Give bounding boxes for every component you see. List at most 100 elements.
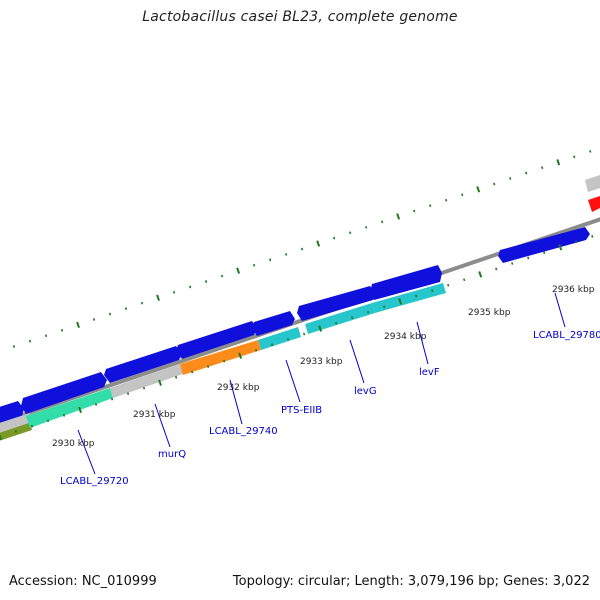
inner-tick-5 xyxy=(78,406,82,414)
inner-tick-29 xyxy=(463,278,466,282)
inner-tick-0 xyxy=(0,434,2,441)
outer-tick-10 xyxy=(156,294,160,301)
inner-tick-34 xyxy=(543,251,546,255)
inner-tick-33 xyxy=(527,256,530,260)
inner-tick-25 xyxy=(398,298,403,305)
leader-LCABL_29780 xyxy=(554,292,566,328)
inner-tick-19 xyxy=(302,332,306,336)
leader-LCABL_29740 xyxy=(229,379,243,425)
outer-tick-track xyxy=(12,150,592,348)
kbp-label-2931: 2931 kbp xyxy=(133,410,176,420)
inner-tick-9 xyxy=(142,386,146,390)
gene-arrow-gray-murQ xyxy=(110,364,183,398)
outer-tick-17 xyxy=(268,258,272,262)
leader-levG xyxy=(349,339,365,384)
inner-tick-22 xyxy=(351,316,354,320)
gene-label-murQ[interactable]: murQ xyxy=(158,449,186,460)
gene-arrow-blue-3 xyxy=(104,346,182,383)
outer-tick-7 xyxy=(108,312,112,316)
leader-PTS-EIIB xyxy=(285,359,301,403)
outer-tick-19 xyxy=(300,247,304,251)
outer-tick-36 xyxy=(573,155,576,159)
outer-tick-5 xyxy=(76,321,80,329)
outer-tick-12 xyxy=(188,285,192,289)
gene-label-levG[interactable]: levG xyxy=(354,386,377,397)
outer-tick-37 xyxy=(589,150,592,153)
inner-tick-track xyxy=(0,235,594,441)
outer-tick-21 xyxy=(333,236,336,240)
gene-arrow-gray-topright xyxy=(585,175,600,192)
inner-tick-37 xyxy=(591,235,594,238)
outer-tick-9 xyxy=(140,301,144,305)
outer-tick-22 xyxy=(349,231,352,235)
outer-tick-18 xyxy=(284,253,288,256)
kbp-label-2930: 2930 kbp xyxy=(52,439,95,449)
inner-tick-15 xyxy=(238,352,243,359)
gene-arrow-blue-5 xyxy=(252,311,295,336)
inner-tick-36 xyxy=(575,240,578,244)
kbp-label-2936: 2936 kbp xyxy=(552,285,595,295)
gene-arrow-red-topright xyxy=(588,196,600,212)
outer-tick-27 xyxy=(429,204,432,208)
kbp-label-2932: 2932 kbp xyxy=(217,383,260,393)
inner-tick-3 xyxy=(46,419,50,423)
inner-tick-28 xyxy=(447,283,450,287)
leader-murQ xyxy=(154,403,171,448)
gene-arrow-gray-left xyxy=(0,413,32,433)
inner-tick-20 xyxy=(318,325,323,332)
gene-arrow-blue-6 xyxy=(297,286,376,321)
leader-lines xyxy=(77,292,566,475)
gene-label-levF[interactable]: levF xyxy=(419,367,440,378)
accession-label: Accession: NC_010999 xyxy=(9,574,157,589)
inner-tick-26 xyxy=(415,294,418,298)
gene-label-LCABL_29780[interactable]: LCABL_29780 xyxy=(533,330,600,341)
inner-tick-23 xyxy=(367,310,370,314)
inner-tick-14 xyxy=(222,359,226,363)
genome-summary-label: Topology: circular; Length: 3,079,196 bp… xyxy=(232,574,590,589)
gene-label-PTS-EIIB[interactable]: PTS-EIIB xyxy=(281,405,322,416)
inner-tick-17 xyxy=(270,343,274,347)
outer-tick-29 xyxy=(461,193,464,197)
inner-tick-30 xyxy=(478,271,483,278)
outer-tick-26 xyxy=(413,209,416,213)
inner-tick-7 xyxy=(110,397,114,401)
inner-tick-10 xyxy=(158,379,162,386)
outer-tick-32 xyxy=(509,177,512,180)
outer-tick-24 xyxy=(381,220,384,224)
gene-arrow-cyan-3 xyxy=(372,283,446,313)
gene-arrow-cyan-2 xyxy=(305,303,375,334)
inner-tick-35 xyxy=(558,244,563,251)
inner-tick-6 xyxy=(94,403,98,406)
gene-arrow-cyan-1 xyxy=(258,327,301,350)
outer-tick-35 xyxy=(556,159,561,166)
outer-tick-14 xyxy=(220,274,224,278)
gene-arrow-orange xyxy=(180,340,261,375)
inner-tick-21 xyxy=(335,321,338,325)
inner-tick-18 xyxy=(286,338,290,341)
inner-tick-31 xyxy=(495,267,498,271)
outer-tick-30 xyxy=(476,186,481,193)
kbp-label-2935: 2935 kbp xyxy=(468,308,511,318)
gene-arrow-blue-2 xyxy=(21,372,107,414)
inner-tick-13 xyxy=(206,365,210,368)
outer-tick-3 xyxy=(44,334,48,338)
leader-levF xyxy=(416,321,429,365)
gene-label-LCABL_29720[interactable]: LCABL_29720 xyxy=(60,476,129,487)
gene-arrow-green xyxy=(26,388,113,428)
inner-tick-27 xyxy=(431,289,434,293)
outer-tick-8 xyxy=(124,307,128,311)
gene-label-LCABL_29740[interactable]: LCABL_29740 xyxy=(209,426,278,437)
inner-tick-32 xyxy=(511,262,514,265)
outer-tick-1 xyxy=(12,345,16,348)
inner-tick-2 xyxy=(30,424,34,428)
outer-tick-34 xyxy=(541,166,544,170)
inner-tick-4 xyxy=(62,413,66,417)
inner-tick-8 xyxy=(126,392,130,396)
outer-tick-23 xyxy=(365,225,368,229)
outer-tick-33 xyxy=(525,171,528,175)
kbp-label-2933: 2933 kbp xyxy=(300,357,343,367)
inner-tick-11 xyxy=(174,375,178,379)
outer-tick-15 xyxy=(236,267,241,274)
